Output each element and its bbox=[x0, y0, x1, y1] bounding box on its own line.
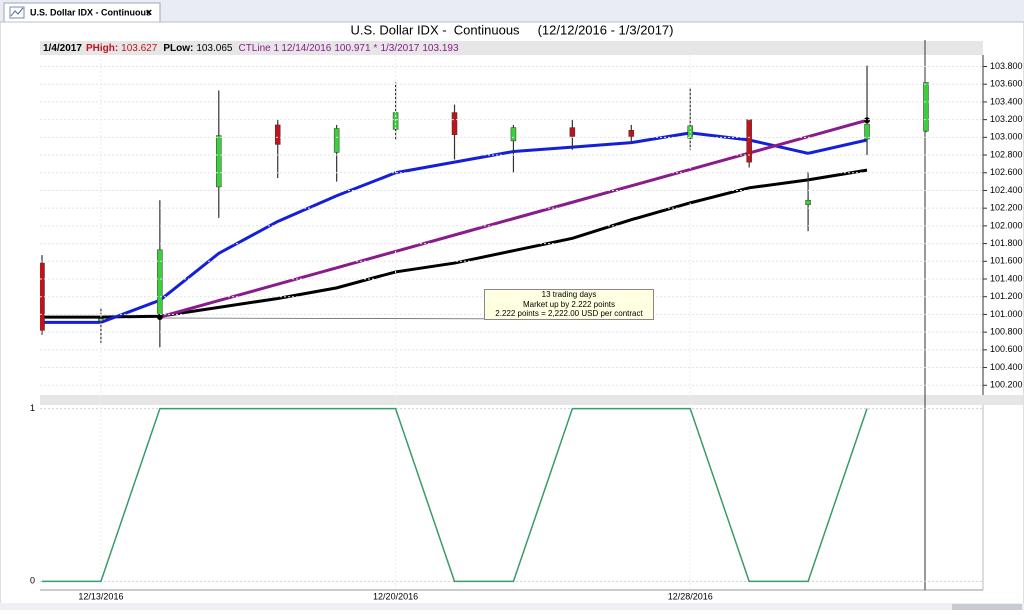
y-tick-label: 102.800 bbox=[990, 149, 1023, 159]
x-tick-label: 12/13/2016 bbox=[78, 591, 123, 601]
y-tick-label: 101.600 bbox=[990, 256, 1023, 266]
annotation-line: 2.222 points = 2,222.00 USD per contract bbox=[495, 309, 643, 318]
candle-body bbox=[216, 135, 222, 188]
plow-value: 103.065 bbox=[196, 43, 233, 54]
y-tick-label: 101.400 bbox=[990, 273, 1023, 283]
y-tick-label: 0 bbox=[30, 576, 35, 586]
y-tick-label: 100.600 bbox=[990, 344, 1023, 354]
candle-body bbox=[451, 112, 458, 135]
phigh-label: PHigh: bbox=[86, 43, 118, 54]
ct-start-value: 100.971 bbox=[334, 43, 371, 54]
trend-point bbox=[156, 313, 163, 320]
y-tick-label: 102.400 bbox=[990, 185, 1023, 195]
y-tick-label: 103.400 bbox=[990, 96, 1023, 106]
candle-body bbox=[628, 130, 635, 137]
y-tick-label: 101.000 bbox=[990, 309, 1023, 319]
series-line bbox=[42, 168, 868, 319]
ct-label: CTLine 1 bbox=[238, 43, 279, 54]
header-date: 1/4/2017 bbox=[43, 43, 82, 54]
y-tick-label: 100.200 bbox=[990, 380, 1023, 390]
trend-point bbox=[864, 117, 871, 124]
candle-body bbox=[157, 249, 163, 318]
y-tick-label: 103.000 bbox=[990, 132, 1023, 142]
x-tick-label: 12/28/2016 bbox=[668, 591, 713, 601]
annotation-box: 13 trading days Market up by 2.222 point… bbox=[484, 289, 654, 320]
y-tick-label: 101.200 bbox=[990, 291, 1023, 301]
ct-start-date: 12/14/2016 bbox=[281, 43, 331, 54]
series-line bbox=[42, 407, 868, 583]
y-tick-label: 103.200 bbox=[990, 114, 1023, 124]
x-tick-label: 12/20/2016 bbox=[373, 591, 418, 601]
tab-icon-line bbox=[10, 7, 24, 17]
plow-label: PLow: bbox=[163, 43, 193, 54]
y-tick-label: 103.800 bbox=[990, 61, 1023, 71]
scrollbar[interactable] bbox=[0, 603, 1024, 610]
ct-end-value: 103.193 bbox=[422, 43, 459, 54]
candle-body bbox=[864, 123, 870, 140]
candle-body bbox=[805, 199, 811, 205]
ct-end-date: 1/3/2017 bbox=[380, 43, 419, 54]
tab-title: U.S. Dollar IDX - Continuous bbox=[30, 7, 151, 17]
ct-separator: * bbox=[374, 43, 378, 54]
chart-title: U.S. Dollar IDX - Continuous (12/12/2016… bbox=[350, 22, 673, 37]
candle-body bbox=[746, 119, 752, 163]
annotation-line: Market up by 2.222 points bbox=[522, 299, 616, 309]
candle-body bbox=[510, 127, 517, 142]
candle-body bbox=[569, 127, 576, 137]
candle-body bbox=[274, 124, 281, 145]
phigh-value: 103.627 bbox=[121, 43, 158, 54]
header-bar bbox=[40, 41, 983, 55]
tab-bar bbox=[0, 0, 1024, 22]
tab-close[interactable]: × bbox=[146, 7, 152, 19]
candle-body bbox=[333, 128, 340, 153]
pane-separator bbox=[40, 395, 1023, 405]
y-tick-label: 101.800 bbox=[990, 238, 1023, 248]
y-tick-label: 102.000 bbox=[990, 220, 1023, 230]
y-tick-label: 100.400 bbox=[990, 362, 1023, 372]
header-info: 1/4/2017 PHigh: 103.627 PLow: 103.065 CTLine … bbox=[43, 43, 459, 54]
scrollbar-thumb[interactable] bbox=[952, 604, 1022, 610]
y-tick-label: 100.800 bbox=[990, 327, 1023, 337]
y-tick-label: 103.600 bbox=[990, 79, 1023, 89]
y-tick-label: 102.200 bbox=[990, 203, 1023, 213]
candle-body bbox=[923, 82, 929, 132]
annotation-line: 13 trading days bbox=[541, 290, 597, 299]
y-tick-label: 1 bbox=[30, 403, 35, 413]
y-tick-label: 102.600 bbox=[990, 167, 1023, 177]
